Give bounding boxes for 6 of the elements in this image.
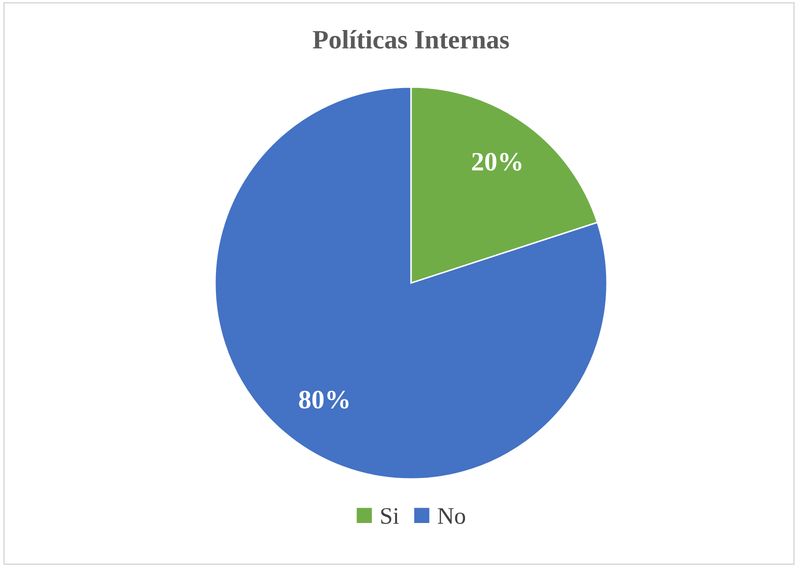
pie-slice	[214, 86, 608, 480]
legend-label: No	[438, 508, 466, 524]
data-label: 80%	[299, 390, 349, 409]
data-label: 20%	[472, 152, 522, 171]
legend-label: Si	[381, 508, 399, 524]
chart-title: Políticas Internas	[312, 30, 509, 49]
